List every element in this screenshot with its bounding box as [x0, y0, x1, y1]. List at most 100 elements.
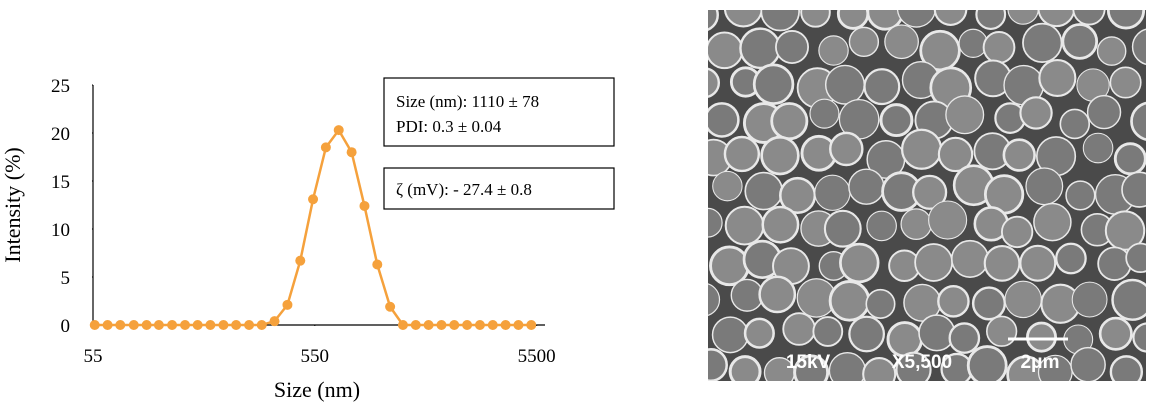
- data-point: [334, 125, 344, 135]
- particle: [760, 277, 795, 312]
- particle: [901, 209, 931, 239]
- particle: [1066, 181, 1095, 210]
- data-point: [205, 320, 215, 330]
- particle: [713, 317, 748, 352]
- particle: [730, 357, 760, 387]
- particle: [1020, 97, 1051, 128]
- particle: [711, 247, 749, 285]
- data-point: [295, 256, 305, 266]
- particle: [919, 315, 955, 351]
- particle: [801, 0, 830, 27]
- particle: [1088, 96, 1121, 129]
- particle: [840, 244, 878, 282]
- particle: [1005, 281, 1041, 317]
- particle: [819, 36, 848, 65]
- particle: [1073, 0, 1104, 25]
- y-axis-title: Intensity (%): [0, 147, 25, 262]
- sem-label: 15kV: [786, 352, 831, 373]
- particle: [1110, 67, 1140, 97]
- particle: [902, 130, 941, 169]
- particle: [952, 241, 988, 277]
- data-point: [385, 302, 395, 312]
- particle: [763, 207, 798, 242]
- particle: [1008, 0, 1038, 24]
- particle: [865, 69, 900, 104]
- data-point: [411, 320, 421, 330]
- particle: [1072, 282, 1107, 317]
- data-point: [308, 194, 318, 204]
- particle: [810, 99, 839, 128]
- data-point: [193, 320, 203, 330]
- particle: [693, 208, 722, 237]
- particle: [830, 133, 862, 165]
- particle: [1115, 144, 1145, 174]
- x-tick-label: 55: [84, 346, 103, 367]
- particle: [973, 288, 1005, 320]
- data-point: [347, 147, 357, 157]
- figure: Intensity (%) Size (nm) Size (nm): 1110 …: [0, 0, 1149, 409]
- data-point: [90, 320, 100, 330]
- particle: [687, 283, 720, 316]
- particle: [1063, 24, 1097, 58]
- particle: [935, 0, 967, 25]
- particle: [1083, 133, 1113, 163]
- particle: [776, 31, 808, 63]
- particle: [1023, 24, 1062, 63]
- particle: [938, 286, 968, 316]
- particle: [731, 279, 763, 311]
- data-point: [398, 320, 408, 330]
- particle: [849, 169, 884, 204]
- data-point: [115, 320, 125, 330]
- particle: [829, 353, 865, 389]
- particle: [1108, 0, 1143, 28]
- particle: [838, 0, 867, 28]
- particle: [707, 33, 743, 69]
- particle: [740, 29, 779, 68]
- data-point: [449, 320, 459, 330]
- data-point: [257, 320, 267, 330]
- data-point: [154, 320, 164, 330]
- particle: [745, 173, 782, 210]
- y-tick-label: 0: [61, 316, 71, 337]
- data-point: [321, 142, 331, 152]
- y-tick-label: 15: [51, 172, 70, 193]
- particle: [1111, 356, 1142, 387]
- particle: [976, 0, 1005, 29]
- particle: [915, 244, 952, 281]
- data-point: [372, 260, 382, 270]
- particle: [695, 349, 726, 380]
- particle: [863, 358, 895, 390]
- data-point: [488, 320, 498, 330]
- annotation: PDI: 0.3 ± 0.04: [396, 117, 502, 136]
- particle: [1034, 204, 1071, 241]
- particle: [713, 171, 742, 200]
- series-line: [95, 130, 532, 325]
- particle: [705, 103, 738, 136]
- data-point: [167, 320, 177, 330]
- particle: [1112, 280, 1149, 320]
- y-tick-label: 5: [61, 268, 71, 289]
- particle: [686, 0, 717, 31]
- data-point: [282, 300, 292, 310]
- particle: [761, 0, 799, 31]
- particle: [725, 0, 762, 26]
- particle: [1098, 37, 1126, 65]
- dls-chart: Intensity (%) Size (nm) Size (nm): 1110 …: [0, 76, 614, 402]
- particle: [867, 211, 896, 240]
- particle: [1060, 109, 1089, 138]
- data-point: [436, 320, 446, 330]
- particle: [690, 68, 719, 97]
- particle: [1026, 168, 1063, 205]
- particle: [987, 316, 1017, 346]
- y-tick-label: 10: [51, 220, 70, 241]
- data-point: [218, 320, 228, 330]
- particle: [1126, 244, 1149, 273]
- particle: [826, 65, 865, 104]
- particle: [815, 175, 850, 210]
- particle: [1100, 318, 1131, 349]
- data-point: [526, 320, 536, 330]
- data-point: [501, 320, 511, 330]
- page: Intensity (%) Size (nm) Size (nm): 1110 …: [0, 0, 1149, 409]
- data-point: [513, 320, 523, 330]
- annotation: Size (nm): 1110 ± 78: [396, 92, 539, 111]
